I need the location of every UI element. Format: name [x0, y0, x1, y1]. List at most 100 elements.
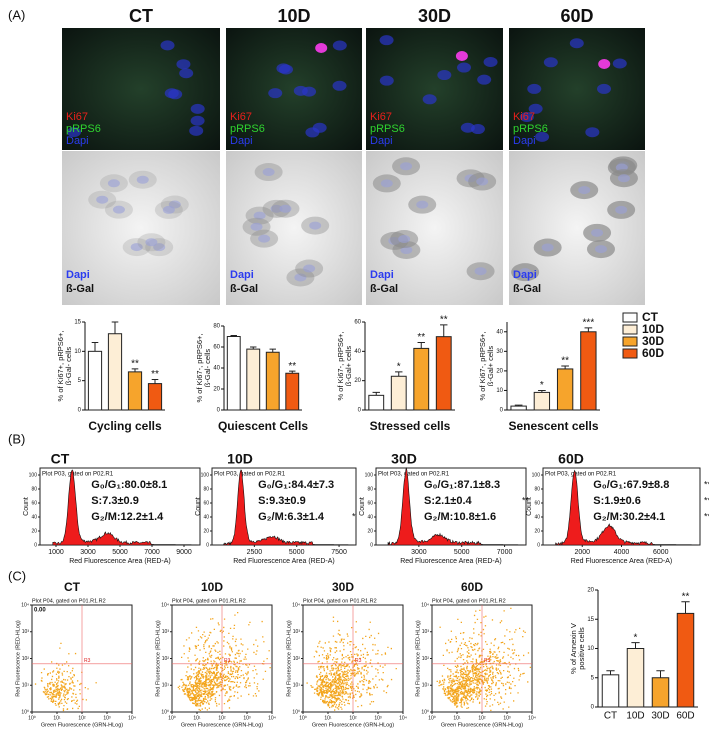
- y-axis-label: % of Ki67-, pRPS6+,: [195, 334, 204, 403]
- nucleus: [457, 62, 472, 73]
- cell-cycle-stat: G₀/G₁:87.1±8.3: [424, 479, 500, 491]
- error-bar: [440, 324, 448, 337]
- significance: **: [522, 495, 530, 505]
- stain-label: ß-Gal: [513, 283, 541, 295]
- y-axis-label: Count: [359, 497, 366, 516]
- condition-title: 10D: [277, 6, 310, 26]
- nucleus: [476, 177, 489, 186]
- plot-label: Plot P03, gated on P02.R1: [378, 472, 450, 478]
- error-bar: [395, 371, 403, 377]
- y-tick-label: 10²: [293, 656, 301, 662]
- corner-value: 0.00: [34, 608, 46, 614]
- nucleus: [332, 80, 347, 91]
- cell-cycle-stat: G₂/M:12.2±1.4: [91, 511, 164, 523]
- x-tick-label: 10³: [374, 715, 382, 721]
- bar: [147, 383, 163, 411]
- stain-label: Ki67: [370, 111, 392, 123]
- x-axis-label: Green Fluorescence (GRN-HLog): [181, 722, 263, 728]
- x-tick-label: 30D: [651, 711, 669, 722]
- y-axis-label: positive cells: [577, 627, 586, 670]
- x-tick-label: 10D: [626, 711, 644, 722]
- nucleus: [96, 195, 109, 204]
- x-tick-label: 9000: [176, 549, 192, 556]
- nucleus: [276, 63, 291, 74]
- x-tick-label: 10⁴: [399, 715, 407, 721]
- x-tick-label: 10⁰: [28, 715, 36, 721]
- y-tick-label: 10⁴: [161, 602, 169, 608]
- y-tick-label: 100: [532, 472, 541, 478]
- y-axis-label: Count: [195, 497, 202, 516]
- x-axis-label: Green Fluorescence (GRN-HLog): [41, 722, 123, 728]
- x-tick-label: 4000: [614, 549, 630, 556]
- y-tick-label: 60: [367, 500, 373, 506]
- bar: [390, 375, 407, 411]
- histogram-shape: [387, 467, 525, 546]
- y-tick-label: 0: [206, 542, 209, 548]
- stain-label: Ki67: [513, 111, 535, 123]
- region-label: R3: [355, 658, 362, 664]
- nucleus: [543, 57, 558, 68]
- bar: [226, 336, 241, 411]
- error-bar: [538, 389, 546, 393]
- nucleus: [279, 204, 292, 213]
- panel-label: (A): [8, 7, 25, 22]
- bar: [87, 350, 103, 411]
- bar: [556, 368, 574, 411]
- significance: **: [704, 495, 709, 505]
- y-tick-label: 20: [354, 378, 361, 384]
- region-label: R3: [484, 658, 491, 664]
- x-tick-label: 10⁰: [299, 715, 307, 721]
- ki67-nucleus: [315, 43, 328, 53]
- y-axis-label: ß-Gal+ cells: [486, 346, 495, 386]
- y-tick-label: 40: [213, 366, 220, 372]
- nucleus: [332, 40, 347, 51]
- x-tick-label: CT: [604, 711, 617, 722]
- y-tick-label: 0: [217, 408, 221, 414]
- significance: *: [352, 511, 356, 521]
- y-tick-label: 0: [500, 408, 504, 414]
- error-bar: [561, 365, 569, 369]
- x-tick-label: 10¹: [453, 715, 461, 721]
- y-axis-label: ß-Gal- cells: [203, 349, 212, 388]
- stain-label: Dapi: [230, 135, 253, 147]
- nucleus: [379, 35, 394, 46]
- legend-swatch: [622, 312, 638, 323]
- x-tick-label: 10⁴: [268, 715, 276, 721]
- nucleus: [591, 228, 604, 237]
- nucleus: [585, 127, 600, 138]
- nucleus: [477, 74, 492, 85]
- bgal-image: [226, 151, 362, 305]
- x-tick-label: 5000: [454, 549, 470, 556]
- x-tick-label: 7000: [144, 549, 160, 556]
- x-tick-label: 60D: [676, 711, 694, 722]
- nucleus: [615, 205, 628, 214]
- x-tick-label: 7000: [497, 549, 513, 556]
- cell-cycle-stat: G₀/G₁:80.0±8.1: [91, 479, 167, 491]
- y-axis-label: Count: [526, 497, 533, 516]
- y-tick-label: 10: [587, 646, 594, 652]
- y-tick-label: 0: [358, 408, 362, 414]
- error-bar: [111, 321, 119, 334]
- nucleus: [398, 235, 411, 244]
- nucleus: [416, 200, 429, 209]
- x-tick-label: 5000: [112, 549, 128, 556]
- nucleus: [422, 94, 437, 105]
- chart-title: Quiescent Cells: [218, 419, 308, 433]
- nucleus: [528, 103, 543, 114]
- x-tick-label: 10¹: [53, 715, 61, 721]
- nucleus: [67, 127, 82, 138]
- ki67-nucleus: [455, 51, 468, 61]
- y-tick-label: 10⁰: [21, 709, 29, 715]
- cell-cycle-stat: S:2.1±0.4: [424, 495, 473, 507]
- y-tick-label: 20: [367, 528, 373, 534]
- chart-title: Cycling cells: [88, 419, 162, 433]
- histogram-shape: [52, 469, 199, 546]
- nucleus: [612, 58, 627, 69]
- significance: **: [417, 332, 425, 343]
- y-tick-label: 30: [496, 349, 503, 355]
- cell-cycle-stat: G₀/G₁:84.4±7.3: [258, 479, 334, 491]
- x-tick-label: 10³: [503, 715, 511, 721]
- bar: [246, 348, 261, 411]
- y-tick-label: 10⁴: [421, 602, 429, 608]
- error-bar: [250, 346, 257, 350]
